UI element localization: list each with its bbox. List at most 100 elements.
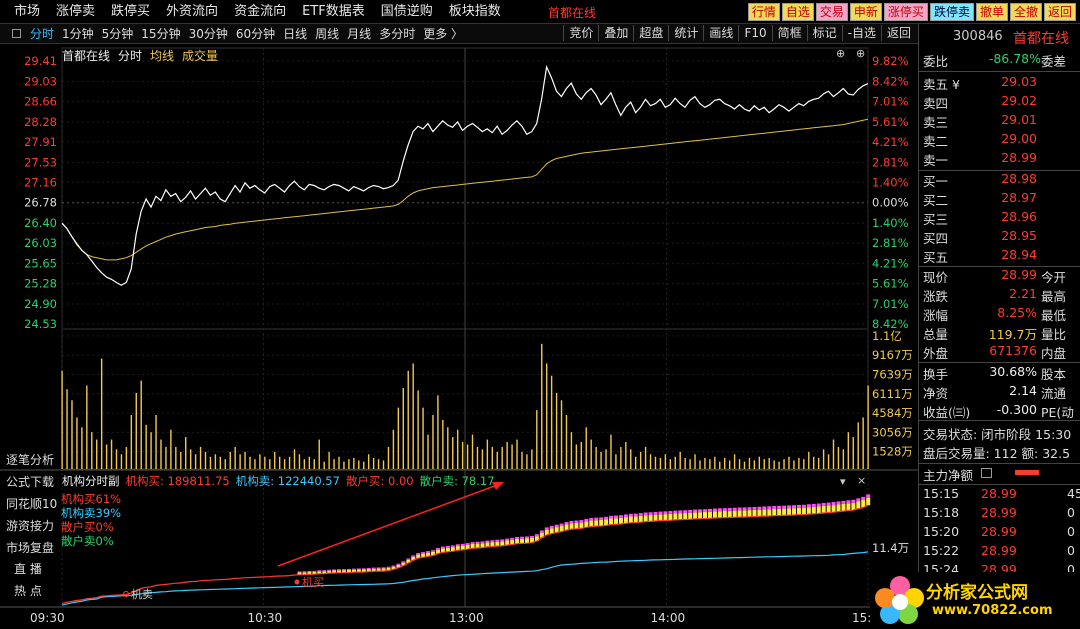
volume-bar <box>180 451 182 469</box>
limitdown-sell-button[interactable]: 跌停卖 <box>929 3 974 21</box>
list-icon[interactable] <box>981 468 992 478</box>
window-square-icon[interactable] <box>12 29 21 38</box>
sub-bar-yellow <box>633 516 638 523</box>
menu-item-etf-table[interactable]: ETF数据表 <box>302 4 365 19</box>
tool-draw-line[interactable]: 画线 <box>703 25 738 41</box>
trend-arrow-head <box>492 482 504 490</box>
menu-item-bond-repo[interactable]: 国债逆购 <box>380 4 433 19</box>
institution-sell-line <box>61 551 869 606</box>
sub-bar-yellow <box>455 546 460 551</box>
tab-weekly[interactable]: 周线 <box>315 27 340 41</box>
sub-bar-magenta <box>821 502 826 506</box>
sub-bar-yellow <box>401 562 406 566</box>
back-button[interactable]: 返回 <box>1043 3 1076 21</box>
volume-bar <box>585 427 587 469</box>
volume-bar <box>110 439 113 469</box>
volume-bar <box>570 432 573 469</box>
tool-auction[interactable]: 竞价 <box>563 25 598 41</box>
trade-button[interactable]: 交易 <box>815 3 848 21</box>
institution-buy-line <box>61 504 869 604</box>
sidebar-item-hotspot[interactable]: 热 点 <box>14 584 42 598</box>
sidebar-item-tick-analysis[interactable]: 逐笔分析 <box>6 453 55 467</box>
sub-chart-dropdown-icon[interactable]: ▾ <box>840 475 846 488</box>
sub-chart-close-icon[interactable]: × <box>857 474 867 487</box>
sub-bar-magenta <box>806 504 811 508</box>
sub-bar-yellow <box>604 519 609 526</box>
tool-simple-frame[interactable]: 简框 <box>771 25 807 41</box>
tool-super-disk[interactable]: 超盘 <box>633 25 668 41</box>
bid-row-3-label: 买三 <box>923 212 949 227</box>
menu-item-limitdown-buy[interactable]: 跌停买 <box>111 4 151 19</box>
tool-overlay[interactable]: 叠加 <box>598 25 633 41</box>
tab-multi-intraday[interactable]: 多分时 <box>379 27 416 41</box>
tab-30min[interactable]: 30分钟 <box>188 27 228 41</box>
tab-intraday[interactable]: 分时 <box>30 27 55 41</box>
sub-bar-yellow <box>717 511 722 518</box>
tab-daily[interactable]: 日线 <box>283 27 308 41</box>
sub-bar-yellow <box>801 507 806 515</box>
sub-bar-magenta <box>787 505 792 509</box>
sub-bar-magenta <box>816 503 821 507</box>
sidebar-item-formula-download[interactable]: 公式下载 <box>6 475 55 489</box>
sub-bar-yellow <box>539 532 544 538</box>
volume-bar <box>91 432 93 469</box>
volume-bar <box>105 444 108 469</box>
tab-60min[interactable]: 60分钟 <box>235 27 276 41</box>
sub-bar-magenta <box>485 540 490 543</box>
sub-chart-info: 机构分时副 机构买: 189811.75 机构卖: 122440.57 散户买:… <box>62 473 501 489</box>
bid-row-1-value: 28.98 <box>1001 171 1037 186</box>
sub-bar-magenta <box>851 499 856 503</box>
tab-more[interactable]: 更多 〉 <box>423 27 464 41</box>
tab-1min[interactable]: 1分钟 <box>62 27 94 41</box>
volume-bar <box>719 461 721 469</box>
tool-f10[interactable]: F10 <box>738 25 771 41</box>
quote-button[interactable]: 行情 <box>747 3 780 21</box>
volume-bar <box>674 456 676 469</box>
tab-monthly[interactable]: 月线 <box>347 27 372 41</box>
left-sidebar: 逐笔分析 公式下载 同花顺10 游资接力 市场复盘 直 播 热 点 <box>0 44 58 607</box>
sub-bar-magenta <box>475 541 480 544</box>
sub-bar-magenta <box>623 514 628 518</box>
chart-expand-icon[interactable]: ⊕ <box>836 47 846 60</box>
cancel-all-button[interactable]: 全撤 <box>1009 3 1042 21</box>
sub-bar-yellow <box>599 519 604 526</box>
menu-item-market[interactable]: 市场 <box>14 4 41 19</box>
menu-item-fund-flow[interactable]: 资金流向 <box>234 4 287 19</box>
sub-bar-yellow <box>480 543 485 548</box>
quote2-row-0-value: 30.68% <box>989 364 1037 379</box>
tool-statistics[interactable]: 统计 <box>668 25 703 41</box>
price-tick-label: 27.16 <box>24 175 57 189</box>
menu-item-limitup-sell[interactable]: 涨停卖 <box>56 4 96 19</box>
cancel-order-button[interactable]: 撤单 <box>975 3 1008 21</box>
limitup-buy-button[interactable]: 涨停买 <box>883 3 928 21</box>
sub-bar-yellow <box>836 504 841 512</box>
ipo-subscribe-button[interactable]: 申新 <box>849 3 882 21</box>
volume-bar <box>714 456 716 469</box>
menu-item-sector-index[interactable]: 板块指数 <box>448 4 501 19</box>
tab-15min[interactable]: 15分钟 <box>141 27 181 41</box>
menu-item-foreign-flow[interactable]: 外资流向 <box>166 4 219 19</box>
sub-bar-magenta <box>762 506 767 510</box>
divider <box>919 170 1080 171</box>
sidebar-item-live[interactable]: 直 播 <box>14 562 42 576</box>
watchlist-button[interactable]: 自选 <box>781 3 814 21</box>
sidebar-item-market-review[interactable]: 市场复盘 <box>6 541 55 555</box>
sidebar-item-hot-money[interactable]: 游资接力 <box>6 519 55 533</box>
volume-bar <box>209 456 212 469</box>
tab-5min[interactable]: 5分钟 <box>101 27 134 41</box>
sub-bar-magenta <box>356 568 361 570</box>
sub-bar-magenta <box>302 571 307 573</box>
sidebar-item-ths10[interactable]: 同花顺10 <box>6 497 58 511</box>
tool-remove-watchlist[interactable]: -自选 <box>841 25 881 41</box>
tool-mark[interactable]: 标记 <box>806 25 842 41</box>
ask-row-5-label: 卖五 ¥ <box>923 77 960 92</box>
quote2-row-1: 净资 2.14 流通 <box>919 383 1080 402</box>
intraday-chart[interactable]: 29.41 9.82% 29.03 8.42% 28.66 7.01% 28.28 5.61%… <box>0 44 918 629</box>
bid-row-5: 买五 28.94 <box>919 247 1080 266</box>
tool-back[interactable]: 返回 <box>880 25 916 41</box>
sub-bar-magenta <box>609 515 614 519</box>
sub-bar-yellow <box>500 541 505 546</box>
sub-bar-magenta <box>584 518 589 522</box>
watermark-logo: 分析家公式网 www.70822.com <box>870 572 1080 629</box>
chart-close-icon[interactable]: ⊕ <box>856 47 866 60</box>
